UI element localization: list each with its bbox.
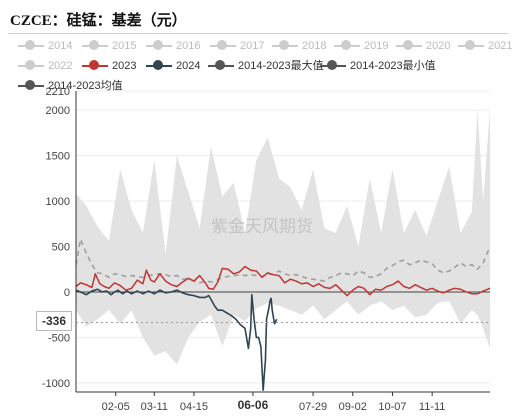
legend-swatch-dot: [217, 40, 227, 50]
legend-swatch-dot: [89, 60, 99, 70]
legend-label: 2019: [364, 40, 389, 52]
legend-label: 2017: [240, 40, 265, 52]
legend-swatch-dot: [153, 40, 163, 50]
legend-swatch-dot: [153, 60, 163, 70]
y-tick-label: 1500: [46, 151, 70, 163]
legend-label: 2015: [112, 40, 137, 52]
x-tick-label: 09-02: [339, 401, 367, 413]
legend-label: 2024: [176, 60, 201, 72]
legend-label: 2020: [426, 40, 451, 52]
x-tick-label: 02-05: [102, 401, 130, 413]
watermark: 紫金天风期货: [211, 217, 313, 237]
legend-swatch-dot: [327, 60, 337, 70]
y-axis-pointer-label: -336: [36, 311, 72, 331]
legend-label: 2014-2023最小值: [350, 60, 436, 72]
x-axis-pointer-label: 06-06: [232, 398, 273, 413]
series-2023-line: [75, 265, 491, 297]
legend-swatch-dot: [465, 40, 475, 50]
legend-label: 2014-2023均值: [48, 80, 123, 92]
y-tick-label: 0: [64, 287, 70, 299]
legend-label: 2016: [176, 40, 201, 52]
x-tick-label: 07-29: [299, 401, 327, 413]
legend-swatch-dot: [279, 40, 289, 50]
legend-label: 2023: [112, 60, 137, 72]
legend-label: 2022: [48, 60, 73, 72]
x-tick-label: 03-11: [141, 401, 168, 413]
legend-swatch-dot: [25, 60, 35, 70]
legend-label: 2014: [48, 40, 73, 52]
chart-title: CZCE：硅锰：基差（元）: [10, 13, 187, 29]
y-tick-label: 2210: [46, 86, 70, 98]
legend-label: 2018: [302, 40, 327, 52]
legend-swatch-dot: [25, 80, 35, 90]
x-tick-label: 11-11: [419, 401, 446, 413]
legend-swatch-dot: [89, 40, 99, 50]
legend: 2014 2015 2016 2017 2018 2019 2020 2021 2022 2023…: [0, 38, 517, 98]
legend-swatch-dot: [215, 60, 225, 70]
y-tick-label: 2000: [46, 105, 70, 117]
y-tick-label: 500: [52, 242, 70, 254]
y-tick-label: -500: [48, 332, 70, 344]
title-divider: [8, 33, 508, 34]
series-2024-line: [75, 288, 278, 391]
x-tick-label: 04-15: [180, 401, 208, 413]
y-tick-label: -1000: [42, 378, 70, 390]
x-tick-label: 10-07: [378, 401, 406, 413]
min-max-band: [76, 109, 490, 365]
legend-label: 2014-2023最大值: [238, 60, 324, 72]
y-tick-label: 1000: [46, 196, 70, 208]
legend-swatch-dot: [25, 40, 35, 50]
legend-label: 2021: [488, 40, 513, 52]
legend-swatch-dot: [341, 40, 351, 50]
legend-swatch-dot: [403, 40, 413, 50]
